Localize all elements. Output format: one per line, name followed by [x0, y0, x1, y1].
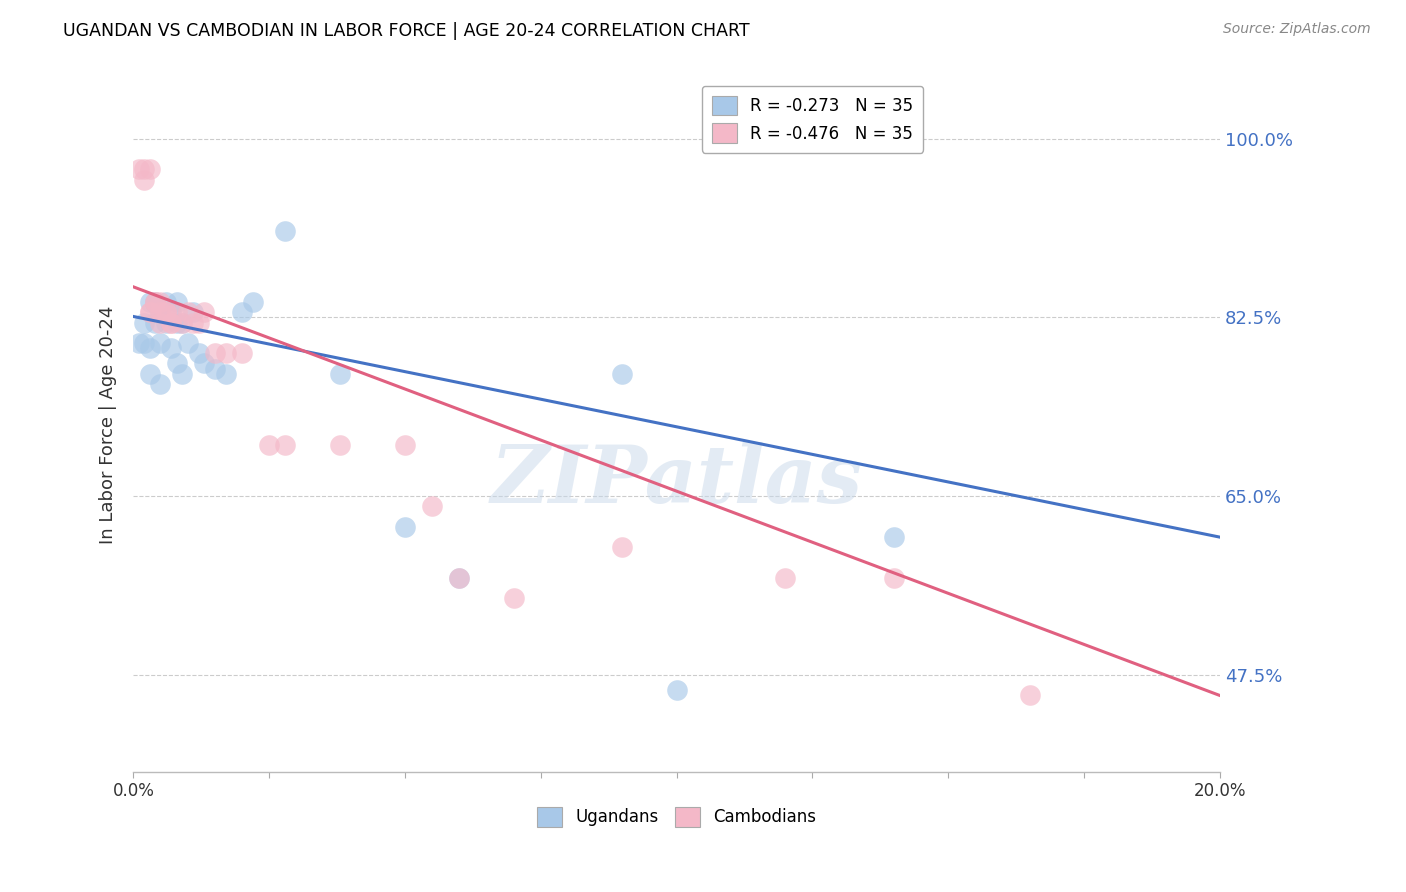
Point	[193, 356, 215, 370]
Point	[138, 367, 160, 381]
Point	[176, 336, 198, 351]
Point	[204, 346, 226, 360]
Point	[160, 316, 183, 330]
Text: UGANDAN VS CAMBODIAN IN LABOR FORCE | AGE 20-24 CORRELATION CHART: UGANDAN VS CAMBODIAN IN LABOR FORCE | AG…	[63, 22, 749, 40]
Point	[329, 367, 352, 381]
Point	[773, 571, 796, 585]
Point	[149, 295, 172, 310]
Point	[172, 367, 194, 381]
Point	[138, 295, 160, 310]
Point	[155, 305, 177, 319]
Point	[134, 336, 156, 351]
Point	[138, 305, 160, 319]
Point	[449, 571, 471, 585]
Point	[612, 541, 634, 555]
Y-axis label: In Labor Force | Age 20-24: In Labor Force | Age 20-24	[100, 306, 117, 544]
Point	[1018, 689, 1040, 703]
Point	[612, 367, 634, 381]
Point	[128, 336, 150, 351]
Text: ZIPatlas: ZIPatlas	[491, 442, 863, 519]
Point	[215, 346, 238, 360]
Point	[155, 305, 177, 319]
Point	[160, 341, 183, 355]
Point	[143, 295, 166, 310]
Point	[166, 356, 188, 370]
Point	[138, 341, 160, 355]
Point	[231, 305, 253, 319]
Point	[665, 683, 688, 698]
Point	[449, 571, 471, 585]
Point	[166, 305, 188, 319]
Point	[138, 305, 160, 319]
Point	[215, 367, 238, 381]
Point	[149, 336, 172, 351]
Point	[181, 316, 204, 330]
Point	[181, 305, 204, 319]
Point	[274, 438, 297, 452]
Point	[149, 316, 172, 330]
Point	[242, 295, 264, 310]
Text: Source: ZipAtlas.com: Source: ZipAtlas.com	[1223, 22, 1371, 37]
Point	[257, 438, 280, 452]
Point	[160, 305, 183, 319]
Point	[231, 346, 253, 360]
Point	[128, 162, 150, 177]
Point	[166, 316, 188, 330]
Point	[155, 316, 177, 330]
Point	[193, 305, 215, 319]
Point	[883, 530, 905, 544]
Point	[134, 316, 156, 330]
Point	[138, 162, 160, 177]
Point	[149, 305, 172, 319]
Point	[134, 172, 156, 186]
Point	[394, 520, 416, 534]
Point	[394, 438, 416, 452]
Point	[502, 591, 524, 606]
Point	[329, 438, 352, 452]
Point	[143, 295, 166, 310]
Point	[172, 316, 194, 330]
Point	[155, 295, 177, 310]
Point	[143, 316, 166, 330]
Point	[420, 500, 443, 514]
Point	[204, 361, 226, 376]
Point	[134, 162, 156, 177]
Point	[160, 316, 183, 330]
Point	[176, 305, 198, 319]
Point	[143, 295, 166, 310]
Point	[274, 224, 297, 238]
Point	[166, 295, 188, 310]
Point	[172, 316, 194, 330]
Point	[187, 316, 209, 330]
Point	[149, 305, 172, 319]
Point	[883, 571, 905, 585]
Point	[187, 346, 209, 360]
Point	[149, 376, 172, 391]
Legend: Ugandans, Cambodians: Ugandans, Cambodians	[530, 801, 823, 833]
